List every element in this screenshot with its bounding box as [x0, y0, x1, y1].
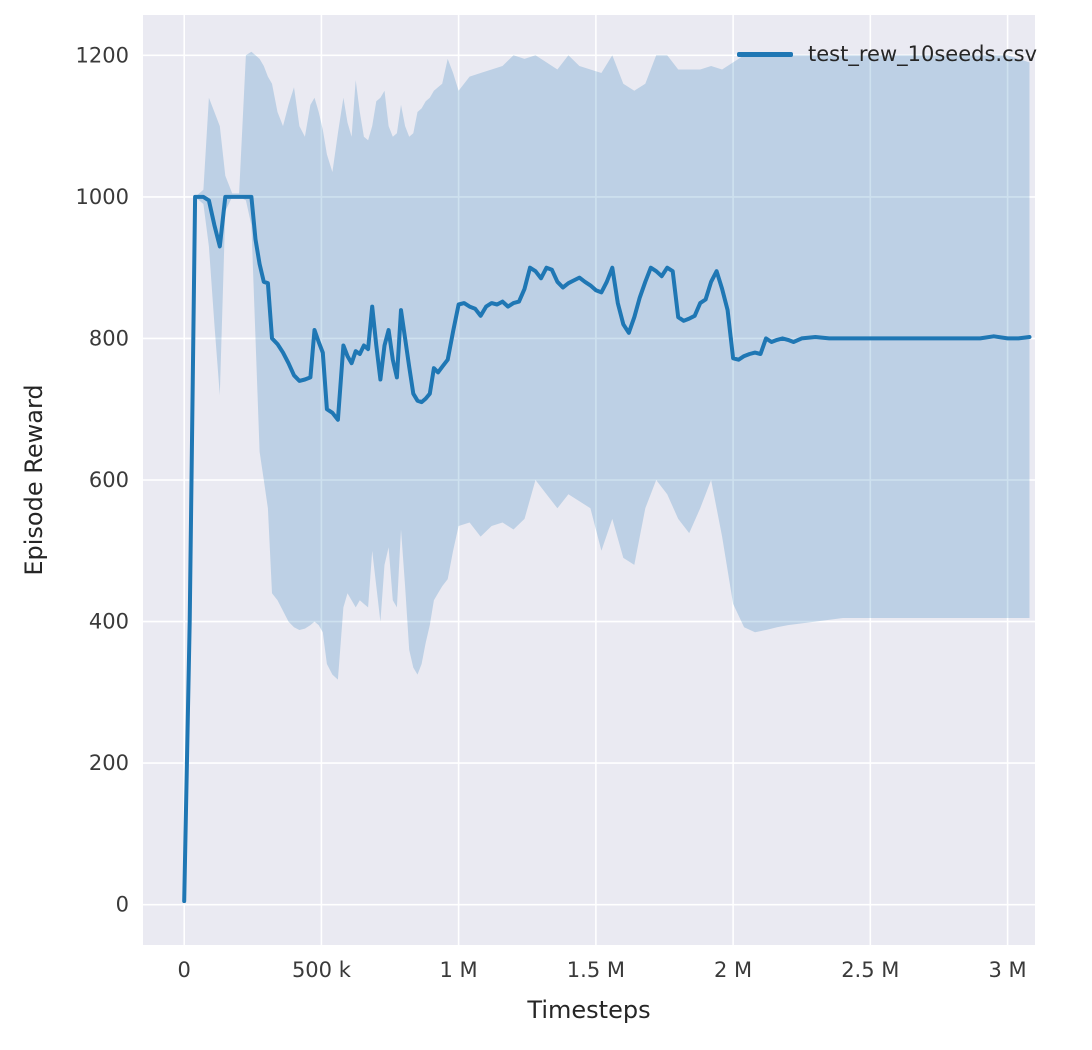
- svg-text:0: 0: [178, 958, 191, 982]
- svg-text:600: 600: [89, 468, 129, 492]
- x-axis-label: Timesteps: [527, 996, 651, 1024]
- svg-text:500 k: 500 k: [292, 958, 352, 982]
- svg-text:1.5 M: 1.5 M: [567, 958, 625, 982]
- legend-label: test_rew_10seeds.csv: [808, 42, 1037, 66]
- svg-text:2 M: 2 M: [714, 958, 752, 982]
- svg-text:400: 400: [89, 610, 129, 634]
- svg-text:1200: 1200: [76, 43, 129, 67]
- svg-text:1000: 1000: [76, 185, 129, 209]
- legend: test_rew_10seeds.csv: [737, 42, 1037, 66]
- svg-text:800: 800: [89, 326, 129, 350]
- svg-text:200: 200: [89, 751, 129, 775]
- svg-text:1 M: 1 M: [440, 958, 478, 982]
- y-axis-label: Episode Reward: [20, 384, 48, 576]
- svg-text:3 M: 3 M: [989, 958, 1027, 982]
- legend-line-swatch: [737, 51, 794, 57]
- svg-text:2.5 M: 2.5 M: [841, 958, 899, 982]
- svg-text:0: 0: [116, 893, 129, 917]
